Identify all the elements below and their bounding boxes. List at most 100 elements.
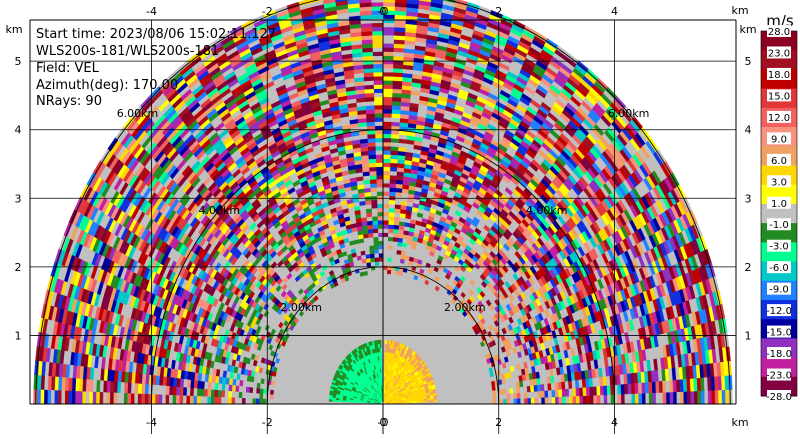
velocity-cell bbox=[391, 262, 395, 267]
velocity-cell bbox=[601, 395, 605, 404]
velocity-cell bbox=[493, 395, 497, 400]
velocity-cell bbox=[587, 395, 591, 404]
velocity-cell bbox=[375, 146, 383, 150]
velocity-cell bbox=[389, 208, 395, 213]
velocity-cell bbox=[383, 19, 394, 23]
velocity-cell bbox=[524, 398, 528, 404]
velocity-cell bbox=[373, 60, 383, 64]
velocity-cell bbox=[374, 105, 383, 109]
velocity-cell bbox=[383, 290, 386, 294]
velocity-cell bbox=[507, 394, 511, 399]
velocity-cell bbox=[373, 64, 383, 68]
velocity-cell bbox=[383, 35, 394, 39]
velocity-cell bbox=[472, 400, 476, 404]
velocity-cell bbox=[559, 389, 563, 397]
velocity-cell bbox=[391, 142, 399, 147]
velocity-cell bbox=[375, 134, 383, 138]
velocity-cell bbox=[489, 395, 493, 400]
velocity-cell bbox=[390, 179, 397, 184]
velocity-cell bbox=[390, 286, 394, 291]
velocity-cell bbox=[510, 399, 514, 404]
velocity-cell bbox=[372, 27, 383, 31]
velocity-cell bbox=[383, 298, 386, 302]
velocity-cell bbox=[548, 397, 552, 404]
velocity-cell bbox=[371, 270, 375, 275]
velocity-cell bbox=[378, 249, 383, 253]
velocity-cell bbox=[373, 237, 378, 241]
velocity-cell bbox=[386, 311, 389, 315]
velocity-cell bbox=[621, 394, 625, 404]
velocity-cell bbox=[383, 126, 391, 130]
velocity-cell bbox=[390, 150, 398, 155]
velocity-cell bbox=[383, 97, 392, 101]
velocity-cell bbox=[517, 393, 521, 399]
velocity-cell bbox=[379, 261, 383, 265]
velocity-cell bbox=[510, 388, 514, 394]
velocity-cell bbox=[378, 319, 381, 323]
velocity-cell bbox=[372, 282, 376, 287]
velocity-cell bbox=[388, 216, 394, 221]
velocity-cell bbox=[372, 225, 377, 229]
velocity-cell bbox=[394, 217, 400, 222]
velocity-cell bbox=[368, 150, 376, 155]
velocity-cell bbox=[375, 122, 383, 126]
velocity-cell bbox=[383, 117, 391, 121]
velocity-cell bbox=[380, 311, 383, 315]
velocity-cell bbox=[375, 270, 379, 274]
velocity-cell bbox=[383, 105, 392, 109]
velocity-cell bbox=[365, 93, 374, 98]
velocity-cell bbox=[370, 258, 375, 263]
velocity-cell bbox=[392, 85, 402, 90]
velocity-cell bbox=[489, 390, 493, 395]
velocity-cell bbox=[687, 391, 691, 404]
velocity-cell bbox=[670, 392, 674, 404]
velocity-cell bbox=[394, 274, 398, 279]
velocity-cell bbox=[365, 97, 374, 102]
velocity-cell bbox=[383, 89, 392, 93]
velocity-cell bbox=[388, 229, 393, 233]
velocity-cell bbox=[479, 396, 483, 400]
velocity-cell bbox=[375, 142, 383, 146]
velocity-cell bbox=[535, 398, 539, 404]
velocity-cell bbox=[383, 187, 389, 191]
velocity-cell bbox=[392, 249, 397, 254]
velocity-cell bbox=[383, 163, 390, 167]
velocity-cell bbox=[392, 299, 395, 304]
velocity-cell bbox=[618, 394, 622, 404]
velocity-cell bbox=[392, 241, 397, 246]
velocity-cell bbox=[392, 254, 397, 259]
velocity-cell bbox=[383, 60, 393, 64]
velocity-cell bbox=[388, 225, 393, 229]
velocity-cell bbox=[500, 399, 504, 404]
velocity-cell bbox=[383, 229, 388, 233]
velocity-cell bbox=[503, 389, 507, 394]
velocity-cell bbox=[383, 245, 388, 249]
velocity-cell bbox=[624, 384, 628, 394]
velocity-cell bbox=[371, 0, 383, 2]
velocity-cell bbox=[383, 80, 393, 84]
velocity-cell bbox=[383, 85, 392, 89]
velocity-cell bbox=[383, 154, 390, 158]
velocity-cell bbox=[383, 241, 388, 245]
velocity-cell bbox=[379, 253, 383, 257]
velocity-cell bbox=[390, 278, 394, 283]
velocity-cell bbox=[373, 47, 384, 51]
velocity-cell bbox=[386, 299, 389, 303]
velocity-cell bbox=[632, 394, 636, 404]
velocity-cell bbox=[506, 388, 510, 394]
velocity-cell bbox=[386, 303, 389, 307]
velocity-cell bbox=[538, 391, 542, 398]
velocity-cell bbox=[383, 64, 393, 68]
velocity-cell bbox=[646, 393, 650, 404]
velocity-cell bbox=[580, 396, 584, 404]
velocity-cell bbox=[562, 389, 566, 397]
velocity-cell bbox=[548, 390, 552, 397]
velocity-cell bbox=[391, 122, 399, 127]
velocity-cell bbox=[387, 253, 392, 257]
velocity-cell bbox=[383, 23, 394, 27]
velocity-cell bbox=[482, 396, 486, 400]
velocity-cell bbox=[383, 220, 388, 224]
velocity-cell bbox=[513, 387, 517, 393]
velocity-cell bbox=[465, 393, 469, 397]
velocity-cell bbox=[379, 257, 383, 261]
